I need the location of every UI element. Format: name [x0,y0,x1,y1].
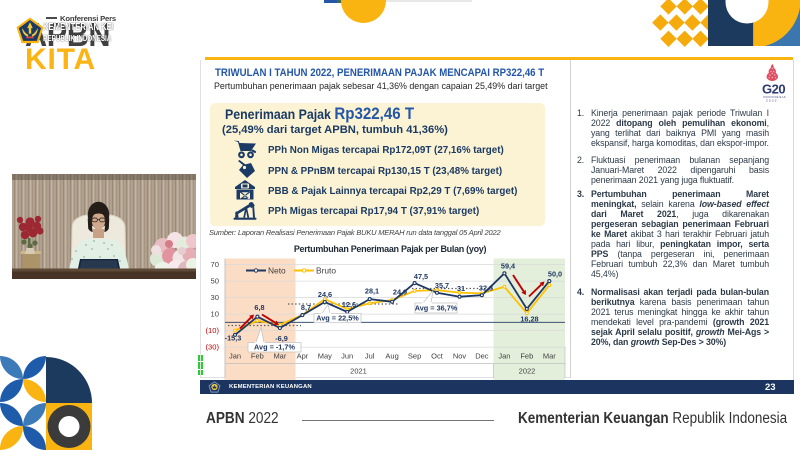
svg-text:16,28: 16,28 [520,315,538,324]
svg-text:Aug: Aug [385,352,398,361]
svg-text:Avg = -1,7%: Avg = -1,7% [254,343,295,352]
svg-text:-6,9: -6,9 [275,334,288,343]
svg-text:30: 30 [211,293,219,302]
svg-text:47,5: 47,5 [414,272,428,281]
svg-text:Jan: Jan [498,352,510,361]
svg-text:10: 10 [211,310,219,319]
svg-text:Avg = 36,7%: Avg = 36,7% [415,304,458,313]
svg-text:Sep: Sep [408,352,421,361]
svg-text:31: 31 [457,284,465,293]
svg-text:Mar: Mar [543,352,556,361]
svg-text:Mar: Mar [273,352,286,361]
svg-text:Jun: Jun [341,352,353,361]
svg-text:8,7: 8,7 [301,303,311,312]
svg-text:12,6: 12,6 [342,300,356,309]
svg-text:(30): (30) [205,343,219,352]
svg-text:24,9: 24,9 [393,288,407,297]
svg-text:2021: 2021 [350,367,367,376]
svg-text:-15,3: -15,3 [225,334,242,343]
svg-text:Nov: Nov [453,352,467,361]
svg-text:(10): (10) [205,326,219,335]
svg-text:2022: 2022 [766,98,778,102]
svg-text:Jul: Jul [365,352,375,361]
svg-text:Oct: Oct [431,352,444,361]
svg-text:Bruto: Bruto [316,266,336,276]
svg-text:Neto: Neto [268,266,286,276]
svg-text:Apr: Apr [297,352,309,361]
svg-text:59,4: 59,4 [501,262,516,271]
svg-text:70: 70 [211,260,219,269]
svg-text:Feb: Feb [251,352,264,361]
svg-text:INDONESIA: INDONESIA [763,95,787,99]
svg-text:24,6: 24,6 [318,290,332,299]
svg-text:Avg = 22,5%: Avg = 22,5% [316,313,359,322]
svg-text:28,1: 28,1 [365,287,379,296]
svg-text:G20: G20 [762,82,785,97]
svg-text:32,8: 32,8 [479,284,493,293]
svg-text:2022: 2022 [519,367,536,376]
svg-text:May: May [318,352,332,361]
svg-text:50,0: 50,0 [548,270,562,279]
svg-text:50: 50 [211,277,219,286]
svg-text:6,8: 6,8 [254,303,264,312]
svg-text:Jan: Jan [229,352,241,361]
svg-text:Dec: Dec [475,352,489,361]
svg-text:Feb: Feb [520,352,533,361]
svg-text:35,7: 35,7 [435,281,449,290]
